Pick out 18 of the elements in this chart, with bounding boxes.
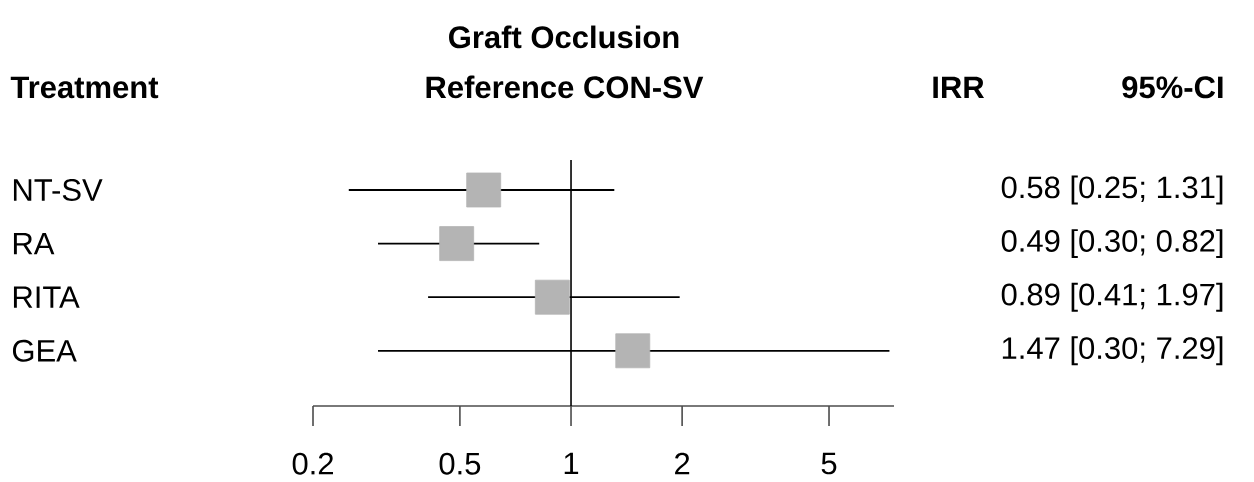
chart-subtitle: Reference CON-SV bbox=[426, 75, 704, 99]
x-tick-label: 0.5 bbox=[439, 452, 481, 475]
y-tick-label: NT-SV bbox=[13, 179, 103, 201]
text: IRR bbox=[933, 76, 985, 98]
y-tick-label: RITA bbox=[13, 286, 80, 308]
x-tick-label: 2 bbox=[675, 452, 690, 475]
data-label: 1.47 [0.30; 7.29] bbox=[1002, 336, 1223, 366]
x-tick-label: 1 bbox=[564, 452, 579, 475]
y-tick-label: GEA bbox=[12, 339, 77, 362]
text: 95%-CI bbox=[1122, 76, 1223, 99]
x-tick-label: 5 bbox=[821, 452, 837, 475]
data-label: 0.89 [0.41; 1.97] bbox=[1001, 282, 1223, 312]
data-label: 0.49 [0.30; 0.82] bbox=[1001, 229, 1223, 259]
x-tick-label: 0.2 bbox=[292, 452, 333, 475]
y-tick-label: RA bbox=[13, 232, 55, 255]
chart-title: Graft Occlusion bbox=[449, 25, 679, 49]
data-label: 0.58 [0.25; 1.31] bbox=[1001, 175, 1223, 205]
y-axis-title: Treatment bbox=[10, 76, 159, 99]
